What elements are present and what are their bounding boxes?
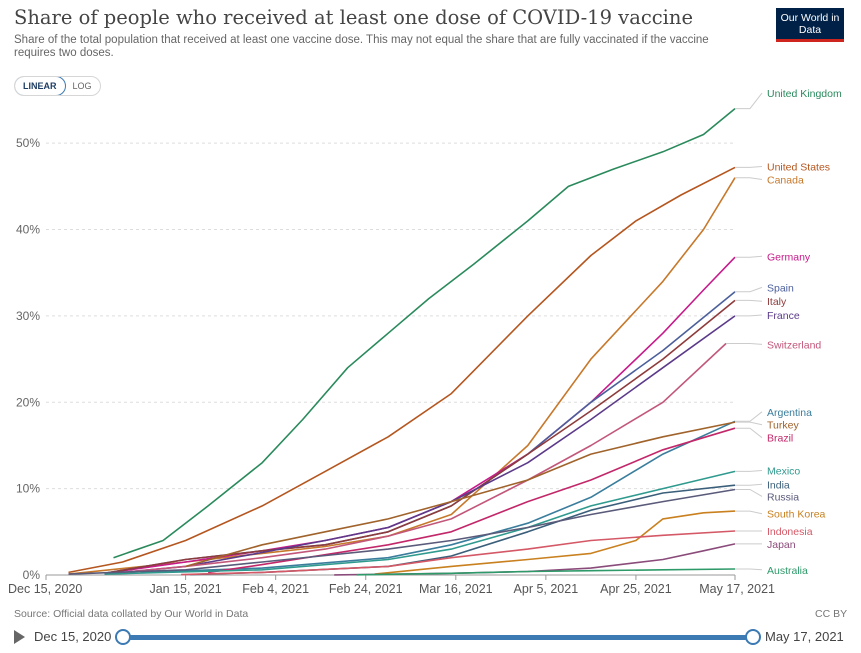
x-axis-ticks: Dec 15, 2020 Jan 15, 2021 Feb 4, 2021 Feb 2… xyxy=(8,575,775,596)
series-label: Mexico xyxy=(767,466,800,478)
y-axis-ticks: 0% 10% 20% 30% 40% 50% xyxy=(16,136,40,582)
series-label-connector xyxy=(735,427,763,439)
series-label: United States xyxy=(767,162,830,174)
source-note[interactable]: Source: Official data collated by Our Wo… xyxy=(14,608,249,620)
series-label-connector xyxy=(735,470,763,472)
series-label-connector xyxy=(735,314,763,317)
series-label-connector xyxy=(735,177,763,180)
x-tick-label: Apr 25, 2021 xyxy=(600,582,672,596)
series-line xyxy=(113,107,736,559)
series-label-connector xyxy=(735,510,763,515)
series-label-connector xyxy=(735,92,763,110)
series-label: Japan xyxy=(767,539,796,551)
series-label: Argentina xyxy=(767,407,812,419)
series-line xyxy=(104,299,736,575)
series-label-connector xyxy=(735,483,763,486)
series-line xyxy=(185,421,736,568)
series-label: Indonesia xyxy=(767,526,813,538)
chart-subtitle: Share of the total population that recei… xyxy=(14,34,709,59)
series-label: Russia xyxy=(767,491,799,503)
chart-title: Share of people who received at least on… xyxy=(14,6,693,29)
timeline-start-handle[interactable] xyxy=(115,629,131,645)
series-label: France xyxy=(767,310,800,322)
series-line xyxy=(207,427,736,574)
series-label-connector xyxy=(726,343,763,345)
series-line xyxy=(68,177,736,575)
timeline-track[interactable] xyxy=(122,635,752,640)
series-label: Germany xyxy=(767,251,811,263)
series-label: South Korea xyxy=(767,509,826,521)
series-line xyxy=(104,315,736,575)
series-label: Switzerland xyxy=(767,339,821,351)
series-label: Turkey xyxy=(767,420,799,432)
x-tick-label: Feb 24, 2021 xyxy=(329,582,403,596)
series-label-connector xyxy=(735,166,763,168)
line-chart: 0% 10% 20% 30% 40% 50% Dec 15, 2020 Jan 15, 20… xyxy=(8,88,842,596)
series-label: Brazil xyxy=(767,433,793,445)
series-label-connector xyxy=(735,255,763,258)
series-label-connector xyxy=(735,299,763,302)
series-label: Spain xyxy=(767,282,794,294)
series-label-connector xyxy=(735,489,763,497)
series-line xyxy=(104,470,736,575)
timeline-end-label: May 17, 2021 xyxy=(765,629,844,644)
series-line xyxy=(104,342,727,575)
chart-gridlines xyxy=(46,142,735,576)
series-line xyxy=(356,568,736,576)
series-label-connector xyxy=(735,286,763,293)
series-line xyxy=(374,510,736,575)
y-tick-label: 40% xyxy=(16,223,40,237)
x-tick-label: Feb 4, 2021 xyxy=(242,582,309,596)
y-tick-label: 20% xyxy=(16,395,40,409)
series-label: United Kingdom xyxy=(767,88,842,100)
series-label: Australia xyxy=(767,565,808,577)
log-scale-button[interactable]: LOG xyxy=(72,81,92,91)
series-label-connector xyxy=(735,568,763,571)
series-label: Italy xyxy=(767,296,787,308)
series-line xyxy=(68,166,736,574)
series-label: India xyxy=(767,479,790,491)
x-tick-label: Jan 15, 2021 xyxy=(149,582,221,596)
y-tick-label: 50% xyxy=(16,136,40,150)
series-line xyxy=(181,530,736,576)
series-line xyxy=(104,291,736,575)
y-tick-label: 0% xyxy=(23,568,41,582)
scale-toggle: LINEAR LOG xyxy=(14,76,101,96)
y-tick-label: 10% xyxy=(16,482,40,496)
timeline: Dec 15, 2020 May 17, 2021 xyxy=(0,624,861,650)
y-tick-label: 30% xyxy=(16,309,40,323)
play-icon[interactable] xyxy=(14,630,25,644)
x-tick-label: May 17, 2021 xyxy=(699,582,775,596)
series-label: Canada xyxy=(767,174,804,186)
owid-logo[interactable]: Our World in Data xyxy=(776,8,844,42)
series-label-connector xyxy=(735,411,763,422)
x-tick-label: Apr 5, 2021 xyxy=(514,582,579,596)
series-label-connector xyxy=(735,421,763,426)
series-line xyxy=(68,488,736,575)
chart-series-lines xyxy=(68,107,736,576)
timeline-start-label: Dec 15, 2020 xyxy=(34,629,112,644)
license-link[interactable]: CC BY xyxy=(815,608,848,620)
linear-scale-button[interactable]: LINEAR xyxy=(14,77,66,95)
timeline-end-handle[interactable] xyxy=(745,629,761,645)
x-tick-label: Dec 15, 2020 xyxy=(8,582,82,596)
x-tick-label: Mar 16, 2021 xyxy=(419,582,493,596)
